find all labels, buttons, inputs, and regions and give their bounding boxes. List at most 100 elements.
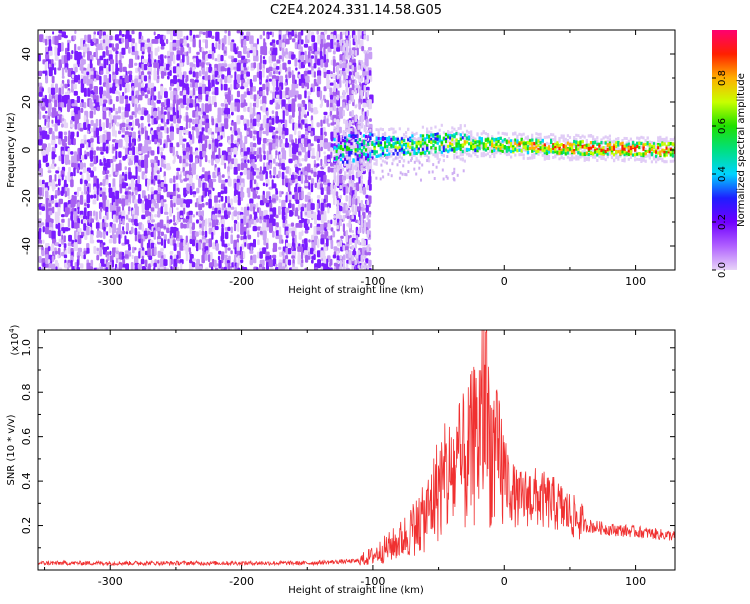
heatmap-cell	[207, 54, 213, 59]
heatmap-cell	[432, 153, 435, 157]
heatmap-cell	[237, 163, 241, 171]
heatmap-cell	[57, 47, 60, 56]
heatmap-cell	[157, 187, 162, 192]
heatmap-cell	[297, 34, 301, 41]
heatmap-cell	[358, 175, 361, 184]
heatmap-cell	[122, 146, 126, 150]
heatmap-cell	[198, 99, 202, 103]
heatmap-cell	[163, 71, 167, 76]
heatmap-cell	[562, 139, 565, 143]
heatmap-cell	[201, 203, 205, 208]
heatmap-cell	[260, 54, 263, 64]
heatmap-cell	[577, 141, 580, 145]
heatmap-cell	[205, 50, 208, 54]
heatmap-cell	[191, 126, 196, 131]
heatmap-cell	[474, 151, 477, 154]
heatmap-cell	[128, 162, 131, 166]
heatmap-cell	[163, 226, 167, 230]
heatmap-cell	[272, 254, 277, 259]
heatmap-cell	[545, 156, 548, 160]
heatmap-cell	[73, 242, 78, 252]
heatmap-cell	[108, 74, 112, 83]
heatmap-cell	[188, 46, 192, 54]
heatmap-cell	[294, 34, 298, 39]
heatmap-cell	[366, 185, 369, 191]
heatmap-cell	[541, 144, 544, 148]
heatmap-cell	[342, 254, 346, 261]
heatmap-cell	[93, 150, 96, 156]
heatmap-cell	[156, 115, 159, 121]
heatmap-cell	[159, 258, 165, 268]
heatmap-cell	[329, 82, 334, 86]
heatmap-cell	[417, 147, 420, 151]
heatmap-cell	[384, 141, 387, 145]
heatmap-cell	[400, 147, 404, 151]
heatmap-cell	[314, 110, 319, 114]
heatmap-cell	[79, 162, 84, 170]
heatmap-cell	[157, 259, 160, 264]
heatmap-cell	[360, 265, 363, 270]
heatmap-cell	[97, 31, 100, 36]
heatmap-cell	[138, 94, 143, 101]
heatmap-cell	[297, 186, 302, 193]
heatmap-cell	[191, 167, 196, 175]
heatmap-cell	[453, 149, 456, 153]
heatmap-cell	[41, 150, 46, 157]
heatmap-cell	[236, 134, 240, 140]
heatmap-cell	[71, 155, 76, 164]
heatmap-cell	[128, 34, 132, 43]
heatmap-cell	[194, 79, 199, 83]
heatmap-cell	[368, 51, 373, 60]
heatmap-cell	[265, 183, 268, 187]
heatmap-cell	[132, 146, 135, 156]
heatmap-cell	[528, 156, 532, 160]
heatmap-cell	[47, 107, 52, 117]
heatmap-cell	[320, 59, 324, 68]
heatmap-cell	[308, 50, 311, 61]
heatmap-cell	[291, 118, 294, 124]
heatmap-cell	[218, 210, 221, 214]
heatmap-cell	[346, 164, 349, 168]
heatmap-cell	[533, 147, 536, 151]
heatmap-cell	[262, 138, 267, 144]
heatmap-cell	[276, 59, 281, 64]
heatmap-cell	[379, 147, 382, 151]
heatmap-cell	[386, 145, 389, 149]
heatmap-cell	[170, 83, 175, 87]
heatmap-cell	[54, 194, 58, 199]
heatmap-cell	[218, 199, 221, 203]
heatmap-cell	[236, 242, 240, 252]
heatmap-cell	[339, 141, 343, 145]
heatmap-cell	[545, 146, 549, 150]
heatmap-cell	[336, 47, 341, 52]
heatmap-cell	[413, 137, 416, 141]
heatmap-cell	[396, 156, 399, 160]
heatmap-cell	[54, 250, 58, 255]
heatmap-cell	[173, 202, 176, 208]
heatmap-cell	[233, 210, 238, 217]
heatmap-cell	[159, 219, 164, 229]
heatmap-cell	[119, 183, 123, 194]
heatmap-cell	[234, 106, 238, 112]
heatmap-cell	[231, 138, 234, 144]
heatmap-cell	[455, 132, 458, 136]
heatmap-cell	[326, 226, 331, 230]
heatmap-cell	[186, 55, 190, 66]
heatmap-cell	[188, 247, 191, 253]
heatmap-cell	[138, 194, 141, 200]
heatmap-cell	[83, 46, 88, 54]
heatmap-cell	[507, 150, 511, 154]
heatmap-cell	[396, 151, 399, 156]
heatmap-cell	[351, 215, 354, 220]
heatmap-cell	[192, 130, 194, 137]
heatmap-cell	[476, 140, 479, 144]
heatmap-cell	[301, 218, 305, 223]
heatmap-cell	[510, 139, 513, 143]
heatmap-cell	[480, 145, 483, 148]
heatmap-cell	[208, 82, 211, 92]
heatmap-cell	[47, 143, 51, 152]
heatmap-cell	[249, 50, 253, 54]
heatmap-cell	[474, 153, 477, 157]
heatmap-cell	[322, 38, 326, 45]
heatmap-cell	[253, 179, 257, 185]
